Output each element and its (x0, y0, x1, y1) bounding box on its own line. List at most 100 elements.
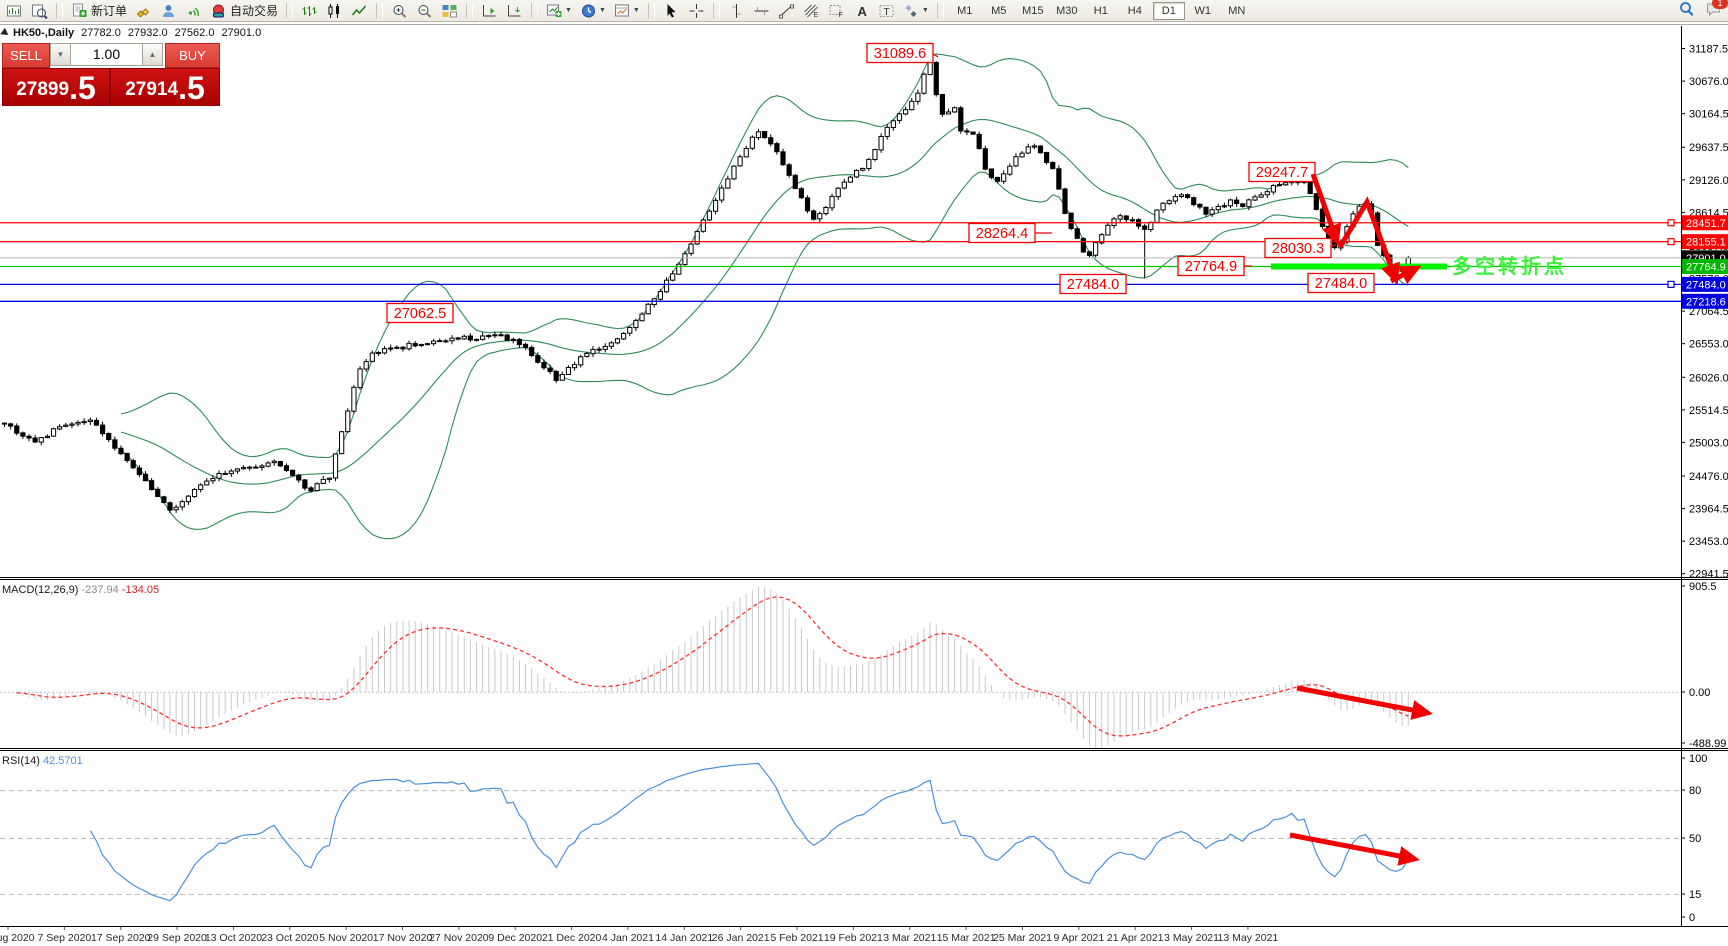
candle (755, 131, 762, 139)
sell-price[interactable]: 27899.5 (2, 68, 110, 106)
rsi-axis-label: 50 (1689, 833, 1701, 845)
candle (731, 165, 737, 180)
price-axis-label: 29126.0 (1689, 175, 1728, 187)
buy-price-frac: .5 (178, 70, 205, 106)
tile-windows-button[interactable] (437, 1, 462, 21)
chart-shift-button[interactable] (477, 1, 502, 21)
macd-arrow[interactable] (1296, 685, 1433, 720)
chart-preview-button[interactable] (27, 1, 52, 21)
auto-scroll-button[interactable] (502, 1, 527, 21)
candle (774, 143, 780, 153)
candle (1037, 145, 1044, 154)
price-label-box[interactable] (1248, 161, 1316, 183)
price-label-box[interactable] (1307, 272, 1375, 294)
candle (283, 465, 290, 472)
trendline-button[interactable] (774, 1, 799, 21)
rsi-arrow[interactable] (1289, 832, 1420, 866)
timeframe-m15[interactable]: M15 (1022, 4, 1044, 17)
new-chart-button[interactable]: ▼ (542, 1, 576, 21)
candle (927, 61, 933, 76)
autotrading-button[interactable]: 自动交易 (206, 1, 282, 21)
sell-button[interactable]: SELL (2, 43, 50, 68)
notifications-button[interactable]: 1 (1705, 0, 1728, 20)
search-button[interactable] (1678, 1, 1695, 20)
candle (99, 424, 106, 435)
turning-point-annotation[interactable]: 多空转折点 (1452, 254, 1567, 278)
candle (1209, 209, 1215, 215)
candle (93, 419, 100, 426)
zoom-in-button[interactable] (387, 1, 412, 21)
price-label-box[interactable] (968, 222, 1036, 244)
candle (1117, 215, 1123, 220)
candle (75, 421, 81, 425)
trend-arrow[interactable] (1310, 173, 1342, 246)
period-button[interactable]: ▼ (576, 1, 610, 21)
fibonacci-button[interactable]: E (799, 1, 824, 21)
price-label-text: 27062.5 (394, 306, 446, 322)
bar-chart-button[interactable] (297, 1, 322, 21)
zoom-out-button[interactable] (412, 1, 437, 21)
date-label: 27 Nov 2020 (429, 932, 489, 944)
candle (142, 473, 149, 482)
axis-badges: 28451.728155.127901.027764.927484.027218… (1682, 215, 1728, 309)
price-label-box[interactable] (866, 42, 934, 64)
timeframe-mn[interactable]: MN (1228, 4, 1246, 17)
chart-list-button[interactable] (2, 1, 27, 21)
shapes-button[interactable]: ▼ (899, 1, 933, 21)
timeframe-h4[interactable]: H4 (1127, 4, 1142, 17)
template-button[interactable]: ▼ (610, 1, 644, 21)
price-label-box[interactable] (1059, 273, 1127, 295)
volume-decrease-button[interactable]: ▼ (50, 43, 71, 66)
line-handle[interactable] (1667, 238, 1675, 246)
horizontal-line-button[interactable] (749, 1, 774, 21)
equidistant-channel-button[interactable]: F (824, 1, 849, 21)
price-label-box[interactable] (1177, 255, 1245, 277)
trend-arrow[interactable] (1337, 196, 1400, 285)
timeframe-d1[interactable]: D1 (1152, 1, 1185, 20)
price-axis-label: 23964.5 (1689, 504, 1728, 516)
cursor-button[interactable] (659, 1, 684, 21)
line-handle[interactable] (1667, 280, 1675, 288)
candle (50, 428, 57, 437)
vertical-line-button[interactable] (724, 1, 749, 21)
toolbar-separator (531, 3, 539, 18)
signals-button[interactable] (181, 1, 206, 21)
candle (952, 107, 958, 113)
price-label-box[interactable] (386, 302, 454, 324)
candle (437, 340, 443, 343)
line-chart-button[interactable] (347, 1, 372, 21)
line-handle[interactable] (1667, 219, 1675, 227)
volume-input[interactable]: 1.00 (71, 43, 142, 66)
volume-increase-button[interactable]: ▲ (142, 43, 163, 66)
svg-text:F: F (838, 12, 842, 19)
timeframe-m5[interactable]: M5 (991, 4, 1007, 17)
candle (903, 109, 909, 115)
candle (185, 495, 192, 503)
new-order-button[interactable]: 新订单 (67, 1, 131, 21)
market-watch-button[interactable] (131, 1, 156, 21)
candle (473, 338, 480, 341)
date-label: 21 Apr 2021 (1107, 932, 1164, 944)
candle (173, 506, 179, 511)
candlestick-chart-button[interactable] (322, 1, 347, 21)
timeframe-m30[interactable]: M30 (1056, 4, 1078, 17)
price-label-box[interactable] (1264, 237, 1332, 259)
accounts-button[interactable] (156, 1, 181, 21)
candle (516, 338, 523, 345)
candle (388, 347, 394, 350)
search-icon (1678, 2, 1695, 20)
date-label: 26 Jan 2021 (712, 932, 770, 944)
timeframe-m1[interactable]: M1 (957, 4, 973, 17)
candle (670, 273, 676, 281)
text-label-button[interactable]: T (874, 1, 899, 21)
text-button[interactable]: A (849, 1, 874, 21)
timeframe-w1[interactable]: W1 (1194, 4, 1212, 17)
buy-price[interactable]: 27914.5 (110, 68, 220, 106)
timeframe-h1[interactable]: H1 (1093, 4, 1108, 17)
date-label: 25 Mar 2021 (993, 932, 1052, 944)
crosshair-button[interactable] (684, 1, 709, 21)
candle (988, 168, 995, 178)
buy-button[interactable]: BUY (165, 43, 220, 68)
trend-arrow[interactable] (1389, 265, 1422, 285)
